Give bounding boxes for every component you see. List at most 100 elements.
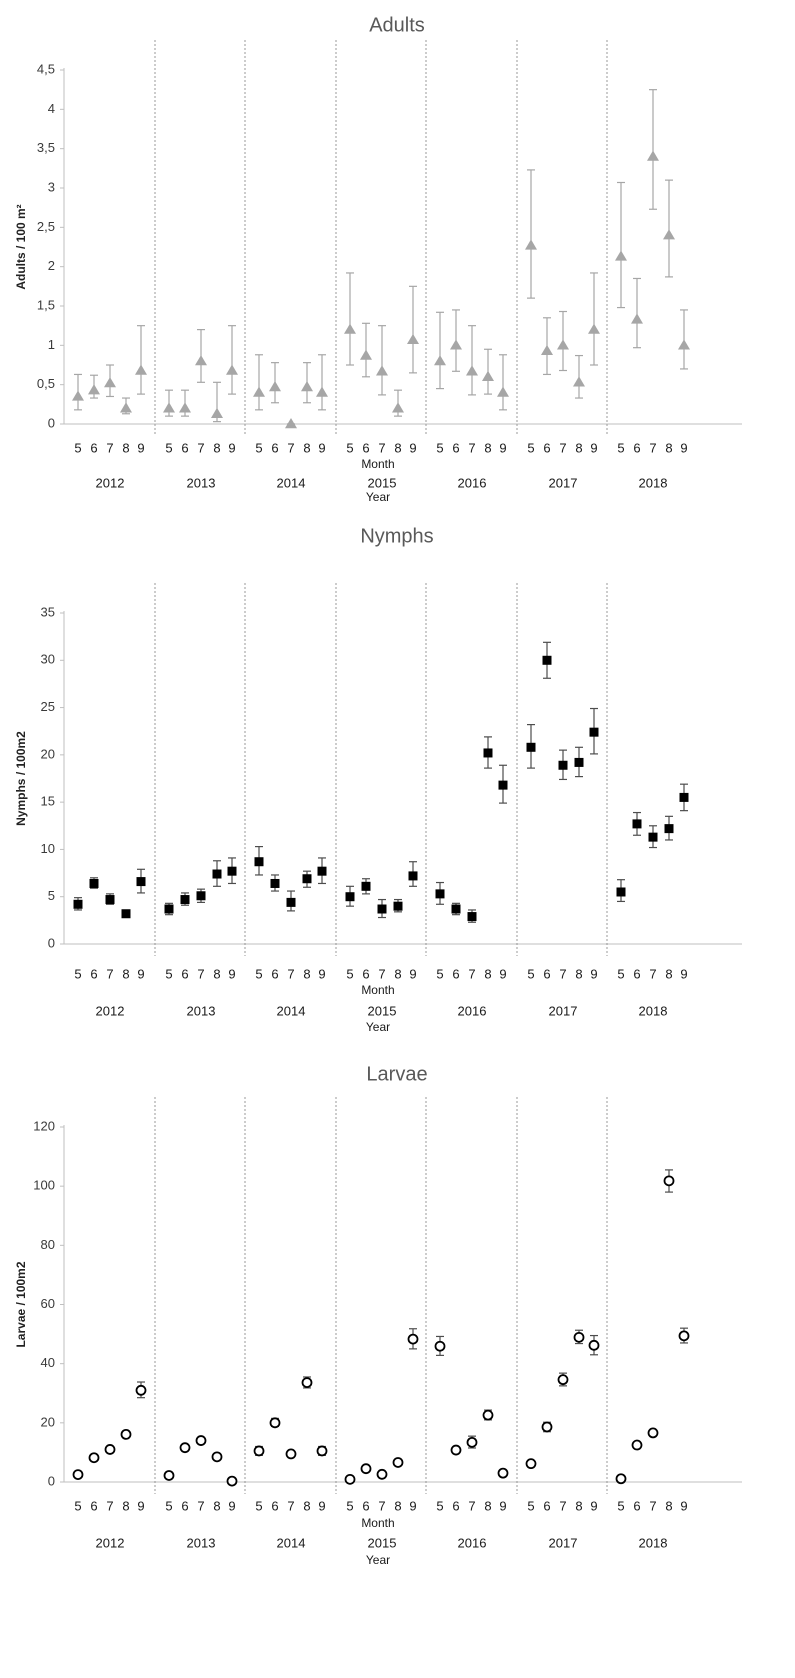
month-tick-label: 9 — [499, 966, 506, 981]
y-tick-label: 20 — [41, 1414, 55, 1429]
data-point-triangle — [211, 407, 223, 418]
data-point-square — [616, 887, 626, 897]
month-tick-label: 6 — [362, 1498, 369, 1513]
data-point-triangle — [301, 381, 313, 392]
year-label: 2017 — [549, 1535, 578, 1550]
data-point-square — [526, 742, 536, 752]
data-point-circle — [678, 1330, 690, 1342]
month-tick-label: 6 — [181, 1498, 188, 1513]
month-tick-label: 7 — [378, 1498, 385, 1513]
month-tick-label: 6 — [362, 440, 369, 455]
data-point-square — [212, 869, 222, 879]
month-tick-label: 5 — [346, 440, 353, 455]
y-tick-label: 1,5 — [37, 297, 55, 312]
month-tick-label: 5 — [165, 1498, 172, 1513]
chart-title: Adults — [369, 14, 425, 36]
year-label: 2016 — [458, 1535, 487, 1550]
data-point-triangle — [434, 355, 446, 366]
month-tick-label: 5 — [255, 966, 262, 981]
data-point-square — [302, 874, 312, 884]
month-tick-label: 7 — [287, 1498, 294, 1513]
y-tick-label: 100 — [33, 1178, 55, 1193]
month-tick-label: 8 — [303, 966, 310, 981]
data-point-triangle — [663, 229, 675, 240]
month-tick-label: 8 — [575, 966, 582, 981]
data-point-circle — [434, 1340, 446, 1352]
data-point-circle — [269, 1417, 281, 1429]
year-label: 2018 — [639, 1535, 668, 1550]
data-point-square — [227, 866, 237, 876]
x-axis-label-year: Year — [366, 1553, 390, 1567]
y-tick-label: 5 — [48, 888, 55, 903]
month-tick-label: 9 — [318, 440, 325, 455]
month-tick-label: 5 — [346, 966, 353, 981]
month-tick-label: 7 — [287, 440, 294, 455]
month-tick-label: 8 — [394, 1498, 401, 1513]
y-tick-label: 2 — [48, 258, 55, 273]
y-tick-label: 4 — [48, 101, 55, 116]
month-tick-label: 9 — [590, 966, 597, 981]
year-label: 2013 — [187, 1003, 216, 1018]
y-tick-label: 0 — [48, 935, 55, 950]
data-point-square — [558, 760, 568, 770]
data-point-square — [632, 819, 642, 829]
data-point-square — [361, 881, 371, 891]
data-point-triangle — [269, 381, 281, 392]
data-point-circle — [407, 1333, 419, 1345]
month-tick-label: 9 — [499, 440, 506, 455]
data-point-square — [89, 878, 99, 888]
month-tick-label: 7 — [468, 966, 475, 981]
data-point-triangle — [647, 150, 659, 161]
year-label: 2016 — [458, 475, 487, 490]
year-label: 2012 — [96, 1535, 125, 1550]
data-point-triangle — [135, 364, 147, 375]
month-tick-label: 8 — [665, 1498, 672, 1513]
year-label: 2015 — [368, 1535, 397, 1550]
data-point-triangle — [450, 339, 462, 350]
month-tick-label: 5 — [255, 1498, 262, 1513]
y-tick-label: 25 — [41, 699, 55, 714]
data-point-triangle — [344, 323, 356, 334]
month-tick-label: 7 — [559, 440, 566, 455]
month-tick-label: 7 — [649, 440, 656, 455]
data-point-circle — [557, 1374, 569, 1386]
y-tick-label: 2,5 — [37, 219, 55, 234]
year-label: 2012 — [96, 1003, 125, 1018]
data-point-square — [679, 792, 689, 802]
month-tick-label: 5 — [74, 1498, 81, 1513]
month-tick-label: 6 — [543, 440, 550, 455]
month-tick-label: 9 — [409, 966, 416, 981]
data-point-triangle — [482, 370, 494, 381]
month-tick-label: 9 — [137, 440, 144, 455]
data-point-square — [180, 895, 190, 905]
y-tick-label: 35 — [41, 604, 55, 619]
data-point-circle — [120, 1428, 132, 1440]
y-tick-label: 0 — [48, 1473, 55, 1488]
y-tick-label: 0,5 — [37, 376, 55, 391]
year-label: 2013 — [187, 475, 216, 490]
data-point-square — [467, 912, 477, 922]
data-point-triangle — [631, 313, 643, 324]
data-point-triangle — [88, 384, 100, 395]
x-axis-label: Month — [361, 1516, 394, 1530]
month-tick-label: 9 — [590, 440, 597, 455]
y-tick-label: 3 — [48, 179, 55, 194]
month-tick-label: 7 — [378, 440, 385, 455]
data-point-square — [317, 866, 327, 876]
month-tick-label: 6 — [452, 1498, 459, 1513]
year-label: 2018 — [639, 475, 668, 490]
data-point-triangle — [285, 418, 297, 429]
data-point-circle — [195, 1435, 207, 1446]
data-point-square — [574, 757, 584, 767]
month-tick-label: 6 — [90, 966, 97, 981]
month-tick-label: 6 — [362, 966, 369, 981]
month-tick-label: 8 — [303, 440, 310, 455]
y-tick-label: 10 — [41, 841, 55, 856]
data-point-triangle — [573, 376, 585, 387]
month-tick-label: 7 — [468, 440, 475, 455]
y-tick-label: 40 — [41, 1355, 55, 1370]
data-point-square — [664, 824, 674, 834]
month-tick-label: 5 — [527, 966, 534, 981]
